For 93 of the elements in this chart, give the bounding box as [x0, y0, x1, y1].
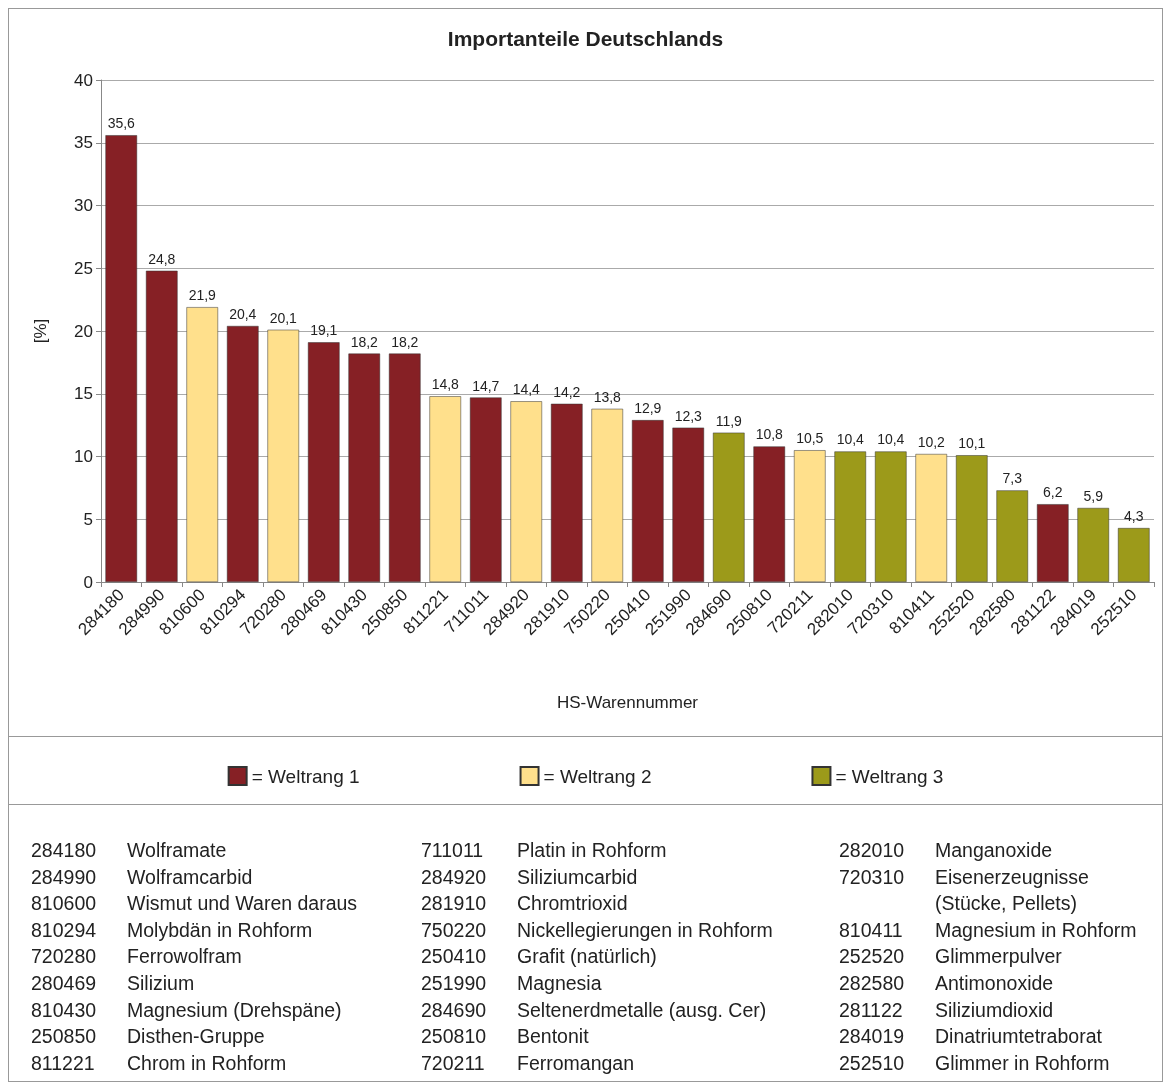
- text: 284019 Dinatriumtetraborat: [839, 1025, 1102, 1048]
- y-tick-label: 30: [74, 196, 93, 215]
- y-tick-label: 20: [74, 321, 93, 341]
- bar: [672, 427, 705, 582]
- data-label: 20,4: [229, 305, 257, 322]
- legend-label: = Weltrang 2: [543, 765, 652, 787]
- data-label: 24,8: [148, 250, 176, 267]
- text: 810430 Magnesium (Drehspäne): [31, 998, 342, 1021]
- bar: [510, 401, 543, 582]
- text: 720280 Ferrowolfram: [31, 945, 242, 968]
- text: 281910 Chromtrioxid: [421, 892, 628, 915]
- bar: [1036, 504, 1069, 582]
- text: 711011 Platin in Rohform: [421, 839, 667, 861]
- text: 811221 Chrom in Rohform: [31, 1051, 287, 1074]
- data-label: 14,4: [512, 381, 541, 398]
- bar: [874, 451, 907, 582]
- bar: [550, 403, 583, 582]
- bar: [348, 353, 381, 582]
- bar: [429, 396, 462, 582]
- bar: [186, 307, 219, 582]
- text: 284180 Wolframate: [31, 839, 227, 861]
- text: 720310 Eisenerzeugnisse (Stücke, Pellets): [839, 865, 1089, 915]
- text: 250810 Bentonit: [421, 1025, 589, 1048]
- y-tick-label: 0: [83, 572, 93, 592]
- bar: [469, 397, 502, 582]
- bar: [712, 432, 745, 582]
- data-label: 35,6: [107, 115, 136, 132]
- bar: [226, 325, 259, 582]
- data-label: 4,3: [1124, 508, 1144, 525]
- y-axis-title: [%]: [31, 318, 50, 344]
- text: 810600 Wismut und Waren daraus: [31, 892, 358, 915]
- text: 720211 Ferromangan: [421, 1051, 635, 1074]
- bar: [793, 450, 826, 582]
- y-tick-label: 10: [74, 447, 93, 466]
- text: 284920 Siliziumcarbid: [421, 865, 638, 888]
- text: 280469 Silizium: [31, 971, 195, 994]
- data-label: 18,2: [350, 333, 379, 350]
- y-tick-label: 35: [74, 133, 93, 153]
- text: 250850 Disthen-Gruppe: [31, 1025, 265, 1048]
- data-label: 10,5: [796, 430, 824, 447]
- data-label: 19,1: [310, 322, 338, 339]
- bar: [1117, 528, 1150, 582]
- legend-label: = Weltrang 3: [835, 765, 944, 787]
- text: 282580 Antimonoxide: [839, 971, 1054, 994]
- bar: [955, 455, 988, 582]
- text: 252520 Glimmerpulver: [839, 945, 1062, 968]
- bar: [1077, 507, 1110, 582]
- data-label: 13,8: [593, 388, 622, 405]
- bar: [145, 270, 178, 582]
- data-label: 20,1: [269, 309, 298, 326]
- y-tick-label: 5: [83, 509, 93, 529]
- bar: [753, 446, 786, 582]
- bar: [915, 453, 948, 582]
- text: 251990 Magnesia: [421, 971, 602, 994]
- y-tick-label: 25: [74, 258, 93, 278]
- data-label: 14,2: [553, 383, 581, 400]
- data-label: 14,7: [472, 377, 500, 394]
- data-label: 10,8: [755, 426, 784, 443]
- legend-label: = Weltrang 1: [251, 765, 360, 787]
- data-label: 18,2: [391, 333, 419, 350]
- text: 750220 Nickellegierungen in Rohform: [421, 918, 773, 941]
- data-label: 7,3: [1002, 470, 1023, 487]
- data-label: 5,9: [1083, 487, 1104, 504]
- text: 250410 Grafit (natürlich): [421, 945, 657, 968]
- text: 810411 Magnesium in Rohform: [839, 918, 1137, 941]
- bar: [631, 420, 664, 582]
- text: 282010 Manganoxide: [839, 839, 1053, 861]
- x-axis-title: HS-Warennummer: [556, 693, 699, 712]
- bar: [996, 490, 1029, 582]
- text: 252510 Glimmer in Rohform: [839, 1051, 1110, 1074]
- bar: [591, 408, 624, 582]
- y-tick-label: 40: [74, 70, 93, 90]
- data-label: 14,8: [431, 376, 460, 393]
- bar: [834, 451, 867, 582]
- text: 281122 Siliziumdioxid: [839, 998, 1054, 1021]
- data-label: 11,9: [715, 412, 743, 429]
- data-label: 10,4: [877, 431, 905, 448]
- chart-title: Importanteile Deutschlands: [447, 27, 724, 50]
- text: 810294 Molybdän in Rohform: [31, 918, 313, 941]
- data-label: 12,9: [634, 400, 662, 417]
- bar: [388, 353, 421, 582]
- data-label: 6,2: [1043, 484, 1063, 501]
- data-label: 10,1: [958, 435, 986, 452]
- text: 284990 Wolframcarbid: [31, 865, 253, 888]
- y-tick-label: 15: [74, 384, 93, 404]
- bar: [105, 135, 138, 582]
- bar: [307, 342, 340, 582]
- text: 284690 Seltenerdmetalle (ausg. Cer): [421, 998, 767, 1021]
- bar: [267, 329, 300, 582]
- data-label: 10,4: [836, 431, 865, 448]
- data-label: 21,9: [188, 287, 217, 304]
- data-label: 10,2: [917, 433, 946, 450]
- data-label: 12,3: [674, 407, 703, 424]
